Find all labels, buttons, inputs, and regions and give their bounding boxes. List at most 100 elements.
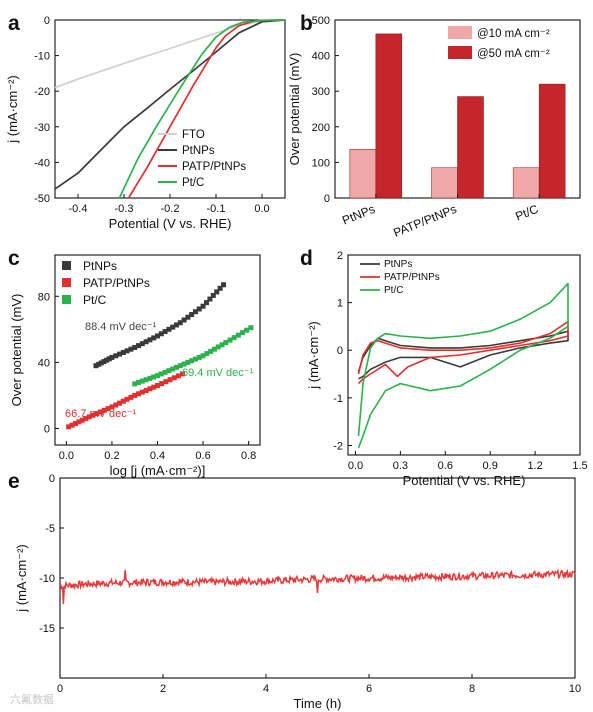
point-c-0: [166, 326, 172, 332]
legend-label-d-0: PtNPs: [384, 259, 412, 270]
point-c-0: [221, 282, 227, 288]
point-c-2: [223, 340, 229, 346]
legend-label-b-0: @10 mA cm⁻²: [477, 28, 550, 40]
x-axis-label-e: Time (h): [294, 696, 342, 711]
point-c-1: [76, 419, 82, 425]
x-tick-label-d: 0.9: [483, 460, 498, 472]
point-c-2: [170, 366, 176, 372]
y-tick-label-a: -10: [34, 51, 50, 63]
point-c-0: [217, 285, 223, 291]
point-c-1: [98, 409, 104, 415]
point-c-2: [139, 378, 145, 384]
point-c-2: [192, 356, 198, 362]
legend-label-d-2: Pt/C: [384, 285, 403, 296]
bar-b-0-0: [349, 148, 377, 199]
x-tick-label-e: 2: [160, 683, 166, 695]
legend-label-a-0: FTO: [182, 129, 205, 141]
point-c-1: [175, 373, 181, 379]
x-tick-label-d: 0.0: [348, 460, 363, 472]
point-c-0: [113, 353, 119, 359]
legend-label-c-1: PATP/PtNPs: [83, 276, 150, 290]
panel-label-e: e: [8, 470, 20, 493]
point-c-2: [166, 368, 172, 374]
x-tick-label-b: Pt/C: [513, 202, 540, 224]
point-c-0: [170, 324, 176, 330]
y-tick-label-b: 200: [312, 122, 330, 134]
point-c-0: [181, 317, 187, 323]
point-c-0: [203, 300, 209, 306]
legend-swatch-b-0: [448, 26, 472, 39]
x-tick-label-e: 6: [366, 683, 372, 695]
point-c-1: [86, 414, 92, 420]
legend-swatch-c-1: [62, 278, 71, 287]
point-c-2: [235, 332, 241, 338]
point-c-0: [147, 337, 153, 343]
point-c-2: [181, 361, 187, 367]
point-c-1: [155, 383, 160, 389]
y-tick-label-d: 0: [337, 345, 343, 357]
x-axis-label-a: Potential (V vs. RHE): [109, 216, 232, 231]
panel-label-b: b: [300, 12, 313, 35]
point-c-2: [136, 379, 142, 385]
point-c-0: [104, 357, 110, 363]
point-c-0: [200, 303, 206, 309]
point-c-1: [79, 417, 85, 423]
point-c-0: [210, 292, 216, 298]
point-c-1: [143, 387, 149, 393]
point-c-0: [117, 351, 123, 357]
y-tick-label-d: 2: [337, 250, 343, 262]
point-c-0: [93, 363, 99, 369]
point-c-1: [94, 411, 100, 417]
point-c-1: [109, 404, 115, 410]
point-c-2: [132, 381, 138, 387]
y-tick-label-a: 0: [44, 15, 50, 27]
y-tick-label-a: -30: [34, 122, 50, 134]
point-c-0: [189, 311, 195, 317]
y-tick-label-a: -50: [34, 193, 50, 205]
point-c-1: [117, 400, 123, 406]
x-tick-label-c: 0.2: [104, 450, 119, 462]
y-tick-label-d: 1: [337, 298, 343, 310]
y-tick-label-b: 500: [312, 15, 330, 27]
point-c-0: [162, 329, 168, 335]
plot-frame-a: [54, 19, 286, 199]
point-c-0: [109, 354, 115, 360]
point-c-2: [248, 325, 254, 331]
y-axis-label-a: j (mA·cm⁻²): [5, 75, 20, 144]
point-c-0: [106, 356, 112, 362]
point-c-1: [90, 412, 96, 418]
point-c-1: [105, 406, 111, 412]
point-c-0: [158, 331, 164, 337]
x-tick-label-e: 0: [57, 683, 63, 695]
point-c-2: [147, 375, 153, 381]
point-c-2: [162, 369, 168, 375]
bar-b-1-1: [457, 96, 484, 199]
point-c-0: [196, 306, 202, 312]
point-c-1: [101, 407, 107, 413]
point-c-1: [139, 389, 145, 395]
x-tick-label-c: 0.8: [241, 450, 256, 462]
point-c-1: [167, 377, 173, 383]
x-tick-label-a: -0.1: [207, 203, 226, 215]
y-tick-label-e: -10: [39, 573, 55, 585]
point-c-2: [143, 377, 149, 383]
x-tick-label-e: 8: [469, 683, 475, 695]
bar-b-0-2: [512, 167, 540, 199]
x-axis-label-c: log [j (mA·cm⁻²)]: [110, 463, 206, 478]
point-c-1: [180, 371, 186, 377]
x-tick-label-b: PATP/PtNPs: [391, 202, 458, 240]
point-c-2: [151, 374, 157, 380]
y-tick-label-b: 400: [312, 51, 330, 63]
point-c-2: [231, 335, 237, 341]
point-c-0: [173, 322, 179, 328]
slope-annotation-c-2: 69.4 mV dec⁻¹: [182, 367, 254, 379]
legend-label-a-3: Pt/C: [182, 177, 204, 189]
point-c-1: [66, 424, 72, 430]
panel-label-a: a: [8, 12, 20, 35]
point-c-0: [128, 346, 134, 352]
legend-swatch-c-0: [62, 261, 71, 270]
point-c-2: [185, 359, 191, 365]
series-line-a-1: [54, 19, 286, 190]
y-tick-label-a: -20: [34, 86, 50, 98]
point-c-2: [215, 344, 221, 350]
